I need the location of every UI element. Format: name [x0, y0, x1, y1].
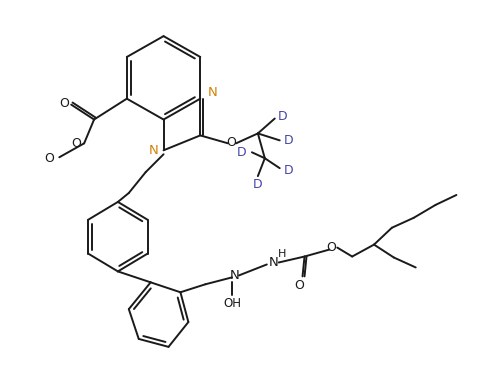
Text: D: D [237, 146, 247, 159]
Text: N: N [207, 86, 217, 99]
Text: N: N [149, 144, 159, 157]
Text: D: D [284, 134, 294, 147]
Text: O: O [45, 152, 54, 165]
Text: D: D [253, 178, 262, 191]
Text: OH: OH [223, 297, 241, 310]
Text: H: H [277, 249, 286, 259]
Text: D: D [284, 164, 294, 177]
Text: O: O [295, 279, 305, 292]
Text: N: N [230, 269, 240, 282]
Text: O: O [326, 241, 336, 254]
Text: N: N [269, 256, 279, 269]
Text: O: O [71, 137, 81, 150]
Text: O: O [59, 97, 69, 110]
Text: D: D [278, 110, 287, 123]
Text: O: O [226, 136, 236, 149]
